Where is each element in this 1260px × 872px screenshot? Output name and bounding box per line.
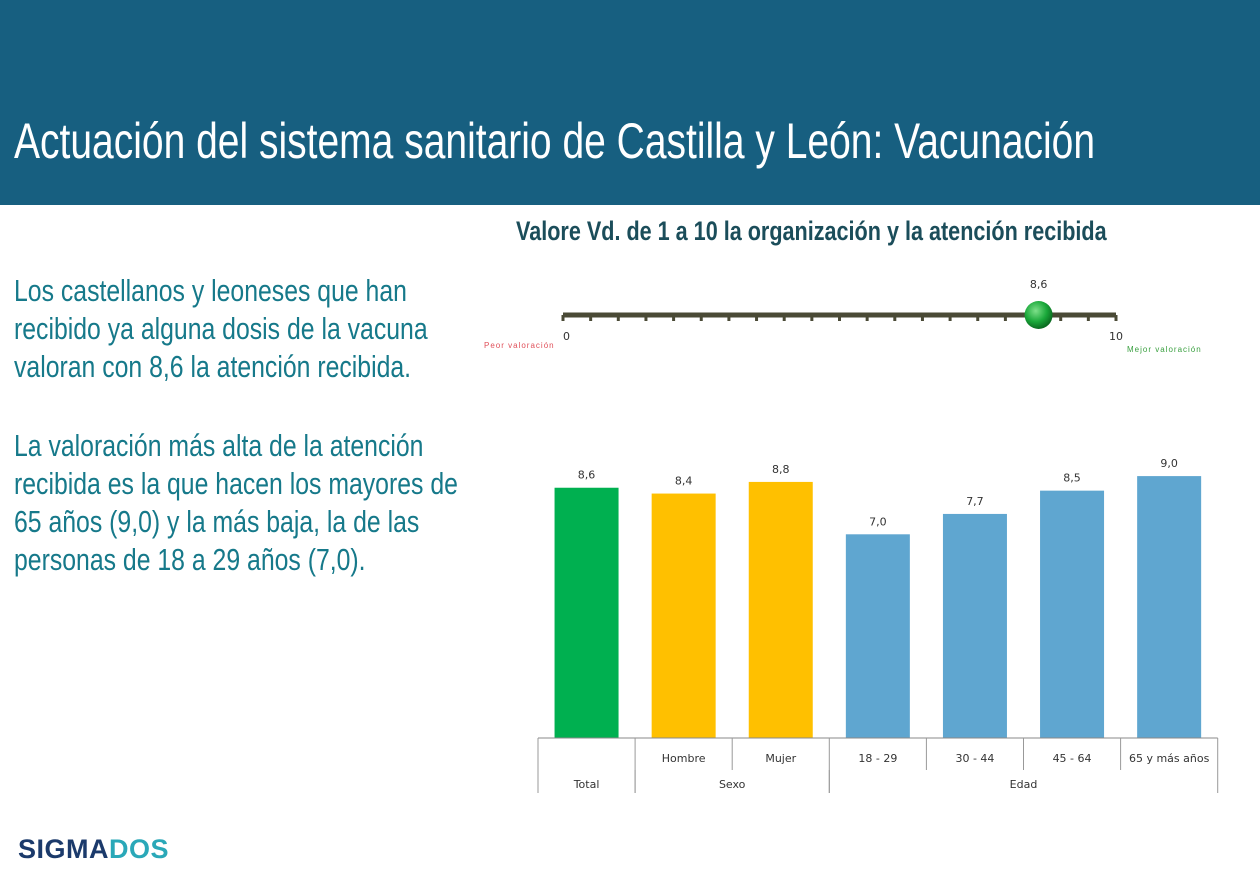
bar-18-29 [845,534,910,738]
group-label: Total [573,778,600,791]
bar-Hombre [651,493,716,738]
bar-data-label: 8,8 [772,463,790,476]
gauge-min-label: 0 [563,330,570,343]
bar-65ymásaños [1137,476,1202,738]
category-label: 30 - 44 [955,752,994,765]
summary-paragraph-2: La valoración más alta de la atención re… [14,428,458,577]
bar-data-label: 7,0 [869,515,887,528]
category-label: 45 - 64 [1053,752,1092,765]
summary-paragraph-1: Los castellanos y leoneses que han recib… [14,273,428,384]
sigmados-logo: SIGMADOS [18,834,170,864]
group-label: Sexo [719,778,746,791]
category-label: 65 y más años [1129,752,1210,765]
page-title: Actuación del sistema sanitario de Casti… [14,113,1096,169]
chart-title: Valore Vd. de 1 a 10 la organización y l… [516,216,1107,246]
bar-data-label: 9,0 [1160,457,1178,470]
category-label: Mujer [765,752,796,765]
bar-Total [554,487,619,738]
gauge-value-label: 8,6 [1030,278,1048,291]
bar-data-label: 8,5 [1063,472,1081,485]
bar-45-64 [1040,490,1105,738]
bar-data-label: 8,4 [675,475,693,488]
gauge-max-label: 10 [1109,330,1123,343]
bar-Mujer [748,481,813,738]
bar-30-44 [942,513,1007,738]
header-bar: Actuación del sistema sanitario de Casti… [0,0,1260,205]
category-label: 18 - 29 [858,752,897,765]
bar-data-label: 7,7 [966,495,984,508]
group-label: Edad [1010,778,1038,791]
bar-data-label: 8,6 [578,469,596,482]
category-label: Hombre [662,752,706,765]
gauge-high-caption: Mejor valoración [1127,345,1202,354]
gauge-value-marker [1024,301,1053,329]
gauge-low-caption: Peor valoración [484,341,555,350]
